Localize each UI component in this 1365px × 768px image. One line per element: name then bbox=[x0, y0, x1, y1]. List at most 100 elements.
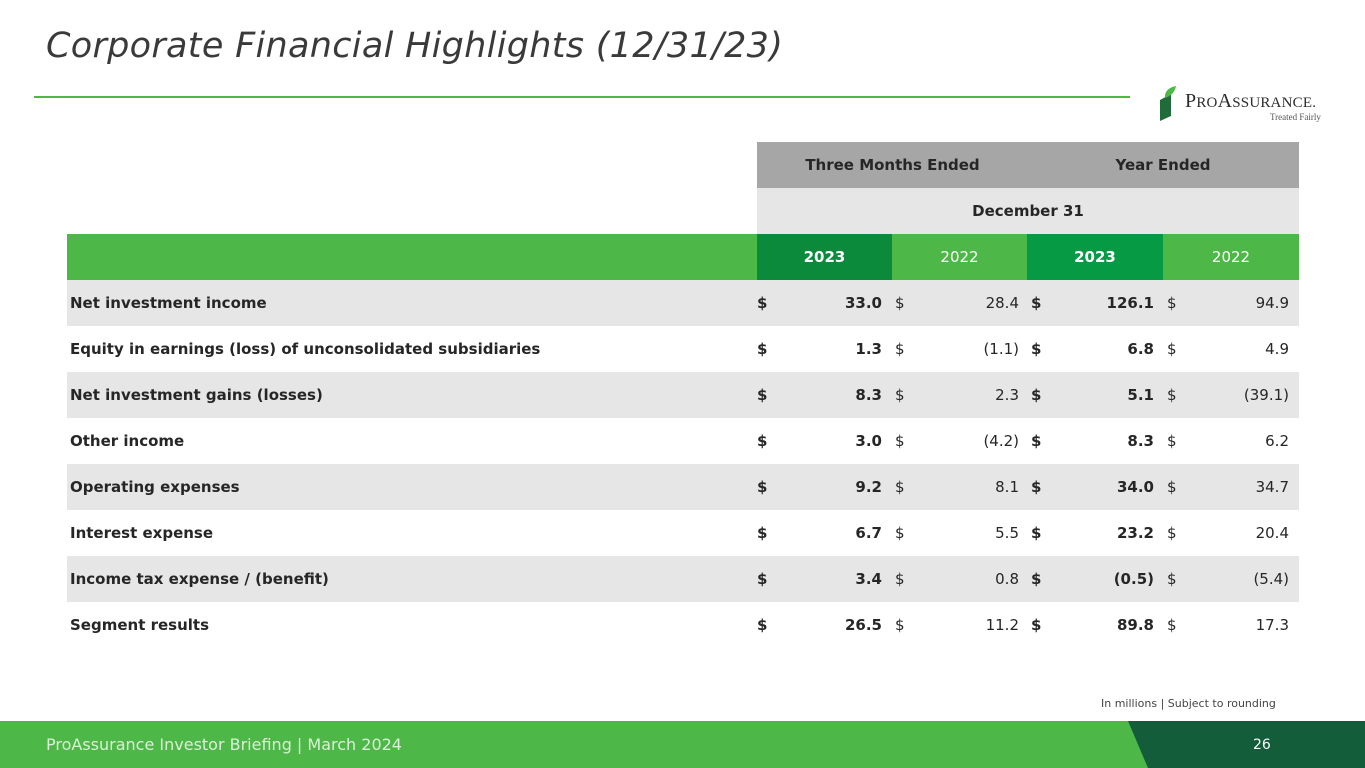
table-header-groups: Three Months Ended Year Ended bbox=[67, 142, 1299, 188]
currency-symbol: $ bbox=[895, 524, 905, 542]
row-label: Income tax expense / (benefit) bbox=[70, 570, 329, 588]
footnote: In millions | Subject to rounding bbox=[1101, 697, 1276, 710]
header-year-q-2023: 2023 bbox=[757, 234, 892, 280]
currency-symbol: $ bbox=[757, 616, 768, 634]
currency-symbol: $ bbox=[895, 478, 905, 496]
currency-symbol: $ bbox=[757, 478, 768, 496]
row-label: Interest expense bbox=[70, 524, 214, 542]
leaf-logo-icon bbox=[1160, 86, 1176, 121]
currency-symbol: $ bbox=[1031, 340, 1042, 358]
currency-symbol: $ bbox=[1167, 386, 1177, 404]
proassurance-logo: PROASSURANCE. Treated Fairly bbox=[1157, 86, 1337, 126]
value-q22: 0.8 bbox=[995, 570, 1019, 588]
footer-bar: ProAssurance Investor Briefing | March 2… bbox=[0, 721, 1365, 768]
value-q23: 3.4 bbox=[855, 570, 882, 588]
footer-accent bbox=[1128, 721, 1365, 768]
value-y22: 6.2 bbox=[1265, 432, 1289, 450]
table-row: Net investment gains (losses) $8.3 $2.3 $5.… bbox=[67, 372, 1299, 418]
currency-symbol: $ bbox=[757, 294, 768, 312]
currency-symbol: $ bbox=[757, 570, 768, 588]
currency-symbol: $ bbox=[1167, 432, 1177, 450]
value-q22: (4.2) bbox=[983, 432, 1019, 450]
header-three-months: Three Months Ended bbox=[757, 142, 1028, 188]
table-row: Segment results $26.5 $11.2 $89.8 $17.3 bbox=[67, 602, 1299, 648]
currency-symbol: $ bbox=[895, 616, 905, 634]
table-row: Other income $3.0 $ (4.2) $8.3 $6.2 bbox=[67, 418, 1299, 464]
slide-title: Corporate Financial Highlights (12/31/23… bbox=[46, 26, 784, 66]
value-q23: 33.0 bbox=[844, 294, 882, 312]
header-year-y-2023: 2023 bbox=[1027, 234, 1163, 280]
value-y23: 34.0 bbox=[1116, 478, 1154, 496]
value-y23: 5.1 bbox=[1127, 386, 1154, 404]
currency-symbol: $ bbox=[757, 386, 768, 404]
value-q23: 1.3 bbox=[855, 340, 882, 358]
logo-tagline: Treated Fairly bbox=[1270, 112, 1321, 122]
currency-symbol: $ bbox=[1167, 478, 1177, 496]
row-label: Net investment income bbox=[70, 294, 267, 312]
value-q23: 9.2 bbox=[855, 478, 882, 496]
currency-symbol: $ bbox=[757, 340, 768, 358]
currency-symbol: $ bbox=[895, 570, 905, 588]
currency-symbol: $ bbox=[895, 294, 905, 312]
row-label: Operating expenses bbox=[70, 478, 240, 496]
value-q23: 6.7 bbox=[855, 524, 882, 542]
table-row: Interest expense $6.7 $5.5 $23.2 $20.4 bbox=[67, 510, 1299, 556]
value-q23: 26.5 bbox=[844, 616, 882, 634]
value-q22: 11.2 bbox=[985, 616, 1019, 634]
currency-symbol: $ bbox=[895, 386, 905, 404]
value-q22: (1.1) bbox=[983, 340, 1019, 358]
header-year-q-2022: 2022 bbox=[892, 234, 1027, 280]
value-y23: 6.8 bbox=[1127, 340, 1154, 358]
footer-text: ProAssurance Investor Briefing | March 2… bbox=[46, 735, 402, 754]
currency-symbol: $ bbox=[1167, 294, 1177, 312]
value-y22: 34.7 bbox=[1255, 478, 1289, 496]
currency-symbol: $ bbox=[1031, 478, 1042, 496]
table-header-years: 2023 2022 2023 2022 bbox=[67, 234, 1299, 280]
currency-symbol: $ bbox=[1031, 386, 1042, 404]
header-year-y-2022: 2022 bbox=[1163, 234, 1299, 280]
value-q22: 8.1 bbox=[995, 478, 1019, 496]
table-row: Net investment income $33.0 $28.4 $126.1 $94… bbox=[67, 280, 1299, 326]
currency-symbol: $ bbox=[1167, 524, 1177, 542]
financial-table: Three Months Ended Year Ended December 3… bbox=[67, 142, 1299, 648]
value-y22: (5.4) bbox=[1253, 570, 1289, 588]
value-q22: 2.3 bbox=[995, 386, 1019, 404]
table-row: Income tax expense / (benefit) $3.4 $0.8 $ (… bbox=[67, 556, 1299, 602]
value-y23: 23.2 bbox=[1116, 524, 1154, 542]
value-y22: 4.9 bbox=[1265, 340, 1289, 358]
currency-symbol: $ bbox=[1031, 294, 1042, 312]
header-year-ended: Year Ended bbox=[1027, 142, 1299, 188]
value-y22: (39.1) bbox=[1243, 386, 1289, 404]
value-y22: 20.4 bbox=[1255, 524, 1289, 542]
logo-wordmark: PROASSURANCE. bbox=[1185, 90, 1317, 112]
row-label: Net investment gains (losses) bbox=[70, 386, 323, 404]
value-q23: 3.0 bbox=[855, 432, 882, 450]
value-y22: 17.3 bbox=[1255, 616, 1289, 634]
row-label: Other income bbox=[70, 432, 185, 450]
currency-symbol: $ bbox=[757, 432, 768, 450]
currency-symbol: $ bbox=[1031, 432, 1042, 450]
table-header-period: December 31 bbox=[67, 188, 1299, 234]
currency-symbol: $ bbox=[1031, 616, 1042, 634]
row-label: Equity in earnings (loss) of unconsolida… bbox=[70, 340, 541, 358]
page-number: 26 bbox=[1253, 737, 1271, 753]
header-period: December 31 bbox=[757, 188, 1299, 234]
currency-symbol: $ bbox=[1031, 570, 1042, 588]
value-y23: 126.1 bbox=[1106, 294, 1154, 312]
value-q22: 28.4 bbox=[985, 294, 1019, 312]
currency-symbol: $ bbox=[1167, 570, 1177, 588]
value-y23: 8.3 bbox=[1127, 432, 1154, 450]
title-divider bbox=[34, 96, 1130, 98]
value-y23: (0.5) bbox=[1113, 570, 1154, 588]
table-row: Operating expenses $9.2 $8.1 $34.0 $34.7 bbox=[67, 464, 1299, 510]
currency-symbol: $ bbox=[757, 524, 768, 542]
currency-symbol: $ bbox=[895, 432, 905, 450]
currency-symbol: $ bbox=[895, 340, 905, 358]
value-y23: 89.8 bbox=[1116, 616, 1154, 634]
currency-symbol: $ bbox=[1167, 616, 1177, 634]
table-row: Equity in earnings (loss) of unconsolida… bbox=[67, 326, 1299, 372]
row-label: Segment results bbox=[70, 616, 210, 634]
currency-symbol: $ bbox=[1031, 524, 1042, 542]
currency-symbol: $ bbox=[1167, 340, 1177, 358]
value-y22: 94.9 bbox=[1255, 294, 1289, 312]
